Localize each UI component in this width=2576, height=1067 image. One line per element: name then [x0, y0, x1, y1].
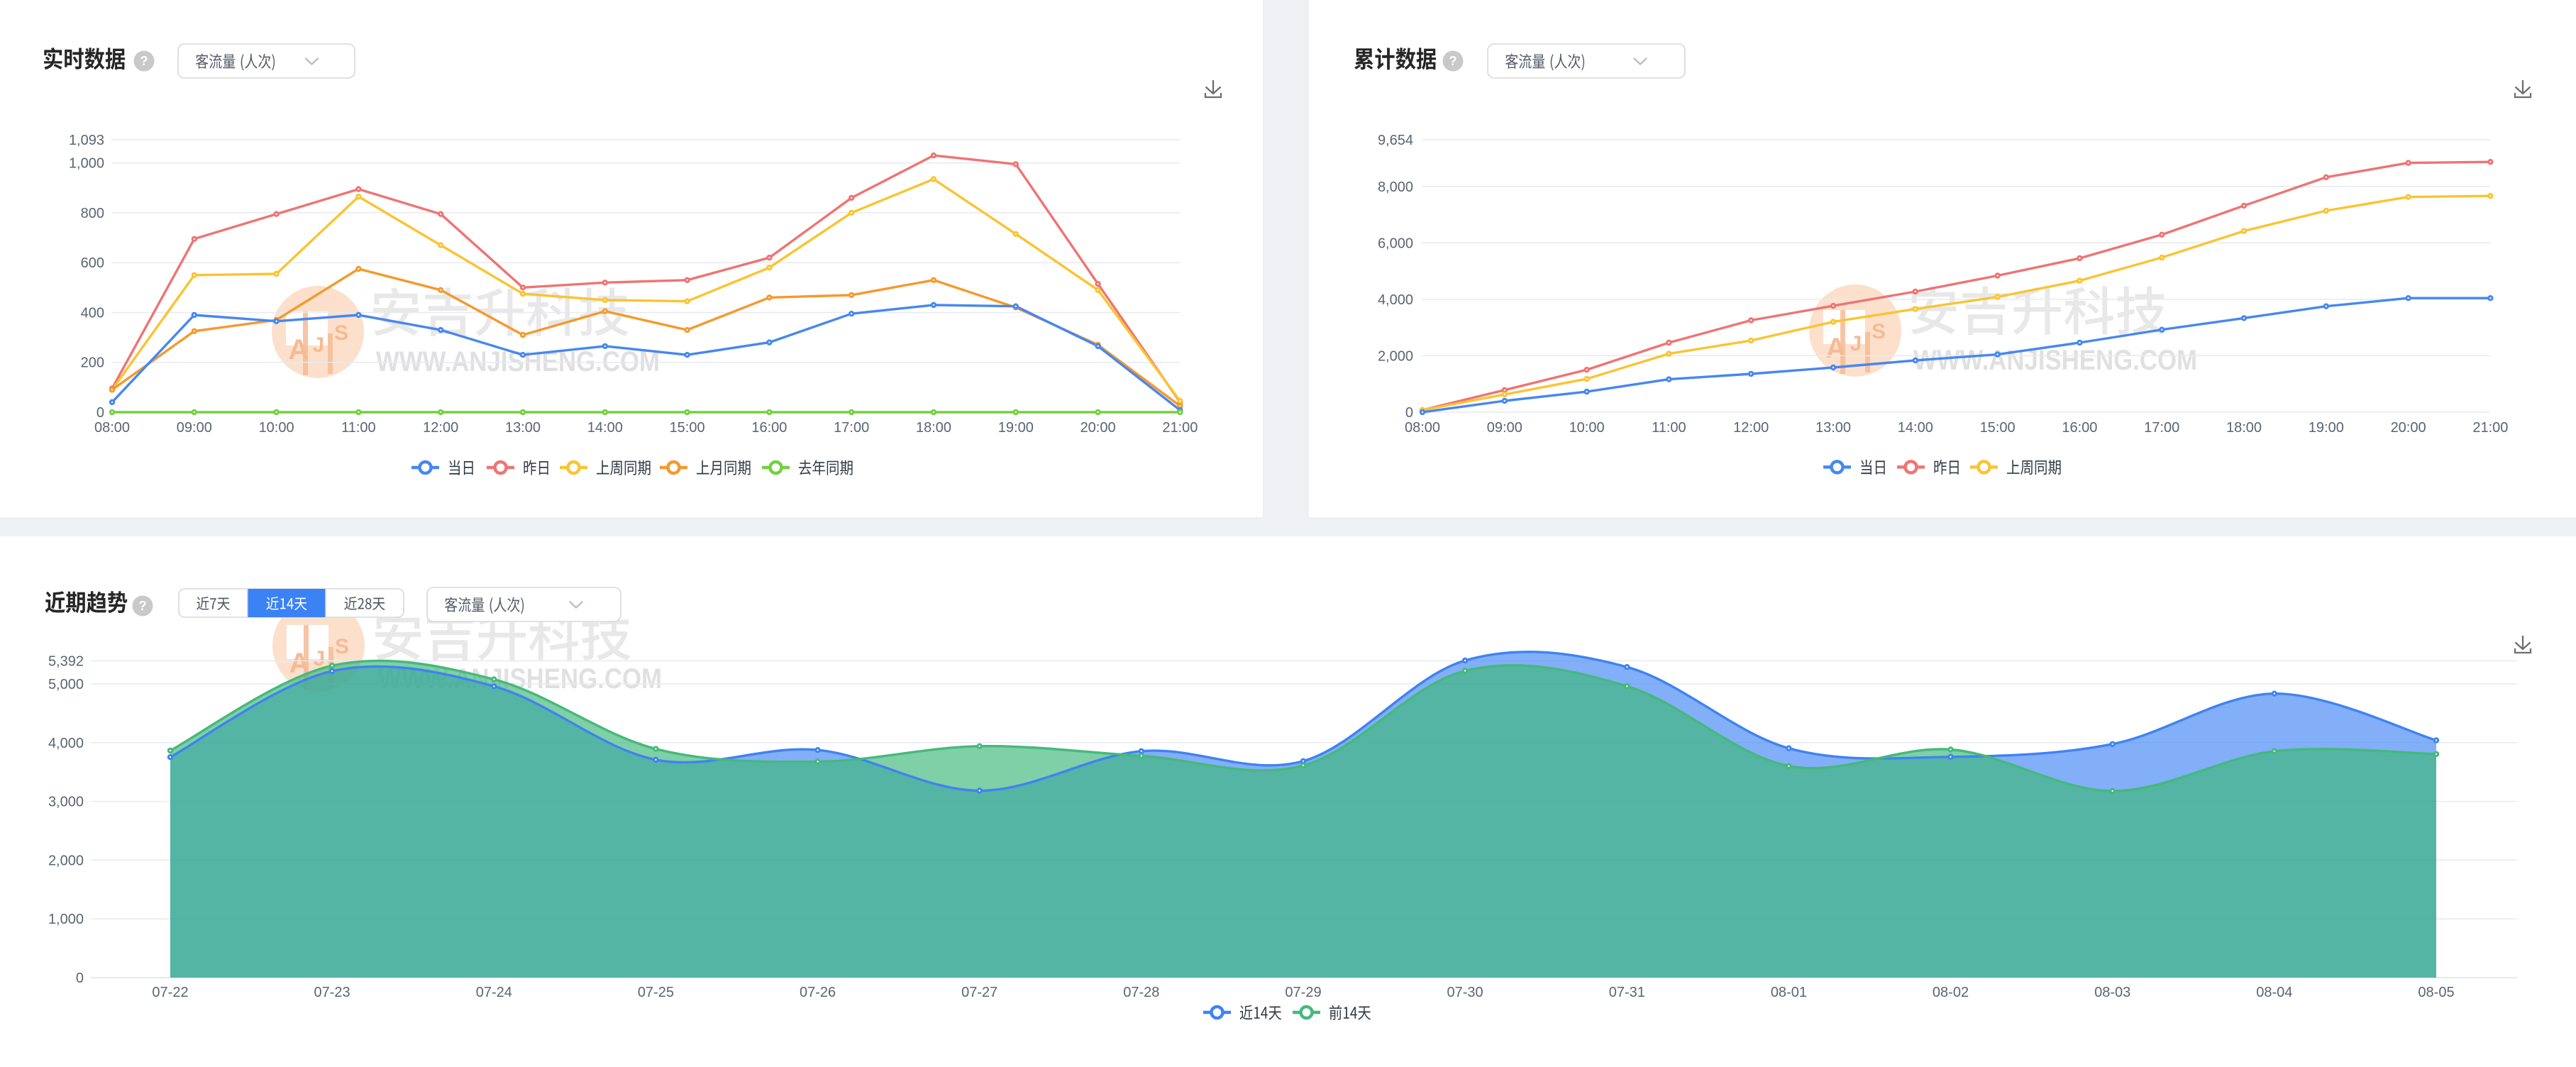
svg-text:08-02: 08-02 — [1933, 985, 1969, 1000]
svg-text:0: 0 — [1405, 405, 1413, 421]
svg-text:WWW.ANJISHENG.COM: WWW.ANJISHENG.COM — [1913, 345, 2197, 376]
svg-text:07-28: 07-28 — [1123, 985, 1159, 1000]
svg-text:08-01: 08-01 — [1771, 985, 1807, 1000]
svg-text:09:00: 09:00 — [177, 420, 212, 436]
svg-text:12:00: 12:00 — [1733, 420, 1769, 436]
svg-text:?: ? — [1449, 53, 1456, 68]
svg-text:?: ? — [138, 598, 146, 613]
svg-text:1,000: 1,000 — [48, 912, 84, 927]
svg-text:07-30: 07-30 — [1447, 985, 1483, 1000]
svg-text:5,392: 5,392 — [48, 654, 84, 670]
svg-text:07-31: 07-31 — [1609, 985, 1645, 1000]
svg-text:08:00: 08:00 — [1405, 420, 1440, 436]
svg-text:10:00: 10:00 — [1569, 420, 1605, 436]
svg-text:6,000: 6,000 — [1378, 236, 1413, 251]
svg-text:9,654: 9,654 — [1378, 133, 1413, 148]
svg-text:2,000: 2,000 — [48, 853, 84, 868]
svg-text:21:00: 21:00 — [2472, 420, 2508, 436]
svg-text:10:00: 10:00 — [259, 420, 294, 436]
svg-text:07-26: 07-26 — [800, 985, 836, 1000]
svg-text:16:00: 16:00 — [2062, 420, 2097, 436]
svg-text:11:00: 11:00 — [1652, 420, 1686, 436]
svg-text:J: J — [1850, 332, 1862, 355]
svg-text:07-25: 07-25 — [638, 985, 674, 1000]
svg-text:8,000: 8,000 — [1378, 179, 1413, 195]
svg-text:08-05: 08-05 — [2418, 985, 2454, 1000]
svg-text:2,000: 2,000 — [1378, 348, 1413, 364]
svg-text:17:00: 17:00 — [834, 420, 869, 436]
svg-text:S: S — [1872, 320, 1886, 343]
svg-text:18:00: 18:00 — [2226, 420, 2262, 436]
svg-text:?: ? — [140, 53, 148, 68]
svg-text:07-22: 07-22 — [152, 985, 188, 1000]
svg-text:08-03: 08-03 — [2094, 985, 2130, 1000]
svg-text:5,000: 5,000 — [48, 677, 84, 692]
svg-text:16:00: 16:00 — [751, 420, 787, 436]
svg-text:1,000: 1,000 — [69, 156, 104, 172]
svg-text:200: 200 — [81, 355, 104, 371]
svg-text:S: S — [334, 321, 348, 345]
svg-text:17:00: 17:00 — [2144, 420, 2179, 436]
svg-text:S: S — [335, 635, 349, 658]
svg-text:18:00: 18:00 — [916, 420, 951, 436]
svg-text:20:00: 20:00 — [2391, 420, 2426, 436]
svg-text:600: 600 — [81, 255, 104, 271]
svg-text:08:00: 08:00 — [94, 420, 130, 436]
svg-text:800: 800 — [81, 206, 104, 221]
svg-text:11:00: 11:00 — [341, 420, 376, 436]
svg-text:21:00: 21:00 — [1162, 420, 1198, 436]
svg-text:15:00: 15:00 — [670, 420, 705, 436]
svg-text:12:00: 12:00 — [423, 420, 458, 436]
svg-text:A: A — [1826, 333, 1847, 364]
svg-text:4,000: 4,000 — [48, 736, 84, 751]
svg-text:19:00: 19:00 — [998, 420, 1034, 436]
svg-text:J: J — [313, 333, 325, 357]
svg-text:09:00: 09:00 — [1487, 420, 1522, 436]
svg-text:400: 400 — [81, 306, 104, 321]
svg-text:0: 0 — [96, 405, 104, 421]
svg-text:15:00: 15:00 — [1980, 420, 2016, 436]
svg-text:07-29: 07-29 — [1285, 985, 1321, 1000]
svg-text:08-04: 08-04 — [2256, 985, 2292, 1000]
svg-text:07-24: 07-24 — [476, 985, 512, 1000]
svg-text:07-23: 07-23 — [314, 985, 350, 1000]
svg-text:14:00: 14:00 — [1898, 420, 1933, 436]
svg-text:4,000: 4,000 — [1378, 292, 1413, 308]
svg-text:13:00: 13:00 — [505, 420, 541, 436]
svg-text:J: J — [314, 647, 326, 670]
svg-text:0: 0 — [76, 971, 84, 986]
svg-text:19:00: 19:00 — [2309, 420, 2344, 436]
svg-text:13:00: 13:00 — [1815, 420, 1851, 436]
svg-text:A: A — [289, 334, 309, 365]
svg-text:07-27: 07-27 — [961, 985, 997, 1000]
svg-text:14:00: 14:00 — [587, 420, 623, 436]
svg-text:1,093: 1,093 — [69, 133, 104, 148]
svg-text:20:00: 20:00 — [1080, 420, 1116, 436]
svg-text:3,000: 3,000 — [48, 795, 84, 810]
